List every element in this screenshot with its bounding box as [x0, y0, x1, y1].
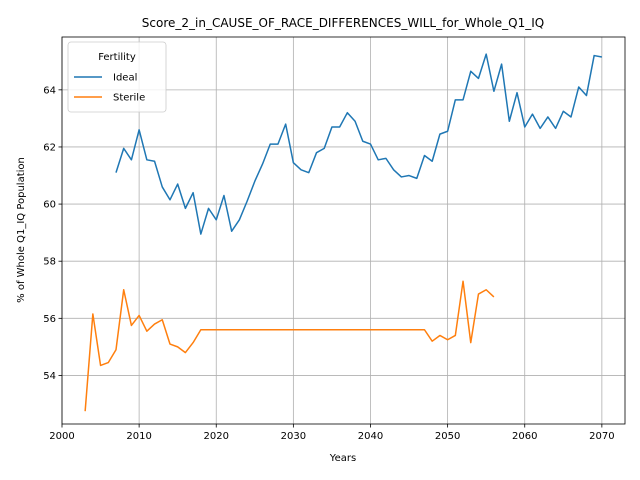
series-lines	[84, 53, 602, 412]
plot-frame	[61, 36, 626, 425]
x-tick-label: 2020	[204, 431, 229, 442]
x-axis-ticks: 2000 2010 2020 2030 2040 2050 2060 2070	[49, 424, 615, 442]
x-tick-label: 2030	[281, 431, 306, 442]
legend: Fertility Ideal Sterile	[67, 41, 167, 113]
y-tick-label: 54	[43, 371, 56, 382]
x-tick-label: 2060	[512, 431, 537, 442]
y-tick-label: 62	[43, 142, 56, 153]
x-tick-label: 2050	[435, 431, 460, 442]
series-line-sterile	[84, 280, 495, 412]
series-line-ideal	[115, 53, 602, 235]
legend-title: Fertility	[98, 52, 136, 63]
y-tick-label: 64	[43, 85, 56, 96]
gridlines	[61, 37, 625, 424]
y-axis-label: % of Whole Q1_IQ Population	[16, 157, 27, 303]
x-tick-label: 2000	[49, 431, 74, 442]
y-tick-label: 58	[43, 257, 56, 268]
x-tick-label: 2010	[126, 431, 151, 442]
x-axis-label: Years	[329, 453, 356, 464]
x-tick-label: 2040	[358, 431, 383, 442]
y-axis-ticks: 54 56 58 60 62 64	[43, 85, 62, 382]
legend-label-sterile: Sterile	[113, 93, 145, 104]
x-tick-label: 2070	[589, 431, 614, 442]
legend-label-ideal: Ideal	[113, 73, 137, 84]
y-tick-label: 60	[43, 200, 56, 211]
legend-box	[67, 41, 167, 113]
y-tick-label: 56	[43, 314, 56, 325]
chart-title: Score_2_in_CAUSE_OF_RACE_DIFFERENCES_WIL…	[142, 16, 544, 30]
